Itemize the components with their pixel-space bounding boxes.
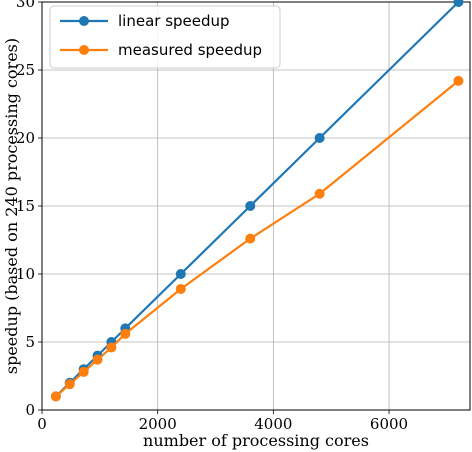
data-point — [245, 201, 256, 211]
data-point — [50, 391, 61, 402]
x-tick-label: 6000 — [370, 415, 408, 433]
y-tick-label: 20 — [16, 129, 35, 147]
axis-ticks: 0 2000 4000 6000 0 5 10 15 20 25 30 — [16, 0, 408, 433]
legend: linear speedup measured speedup — [49, 5, 281, 69]
data-point — [92, 354, 103, 365]
data-point — [314, 188, 325, 199]
data-point — [106, 342, 117, 353]
y-tick-label: 5 — [25, 333, 35, 351]
legend-label: linear speedup — [118, 12, 230, 30]
x-axis-label: number of processing cores — [143, 431, 369, 450]
y-tick-label: 25 — [16, 61, 35, 79]
y-tick-label: 10 — [16, 265, 35, 283]
series-line — [55, 1, 460, 398]
series-2 — [50, 75, 464, 402]
y-tick-label: 0 — [25, 401, 35, 419]
data-point — [120, 328, 131, 339]
legend-marker — [79, 16, 89, 26]
y-axis-label: speedup (based on 240 processing cores) — [2, 38, 21, 374]
series-layer — [50, 0, 464, 402]
legend-marker — [79, 45, 89, 55]
legend-item: measured speedup — [60, 41, 262, 59]
data-point — [64, 379, 75, 390]
series-line — [55, 80, 460, 398]
data-point — [245, 233, 256, 244]
data-point — [175, 283, 186, 294]
y-tick-label: 15 — [16, 197, 35, 215]
data-point — [314, 133, 325, 143]
x-tick-label: 0 — [37, 415, 47, 433]
data-point — [78, 366, 89, 377]
data-point — [453, 0, 464, 7]
legend-item: linear speedup — [60, 12, 230, 30]
x-tick-label: 2000 — [139, 415, 177, 433]
y-tick-label: 30 — [16, 0, 35, 11]
data-point — [453, 75, 464, 86]
data-point — [175, 269, 186, 279]
legend-label: measured speedup — [118, 41, 262, 59]
x-tick-label: 4000 — [254, 415, 292, 433]
